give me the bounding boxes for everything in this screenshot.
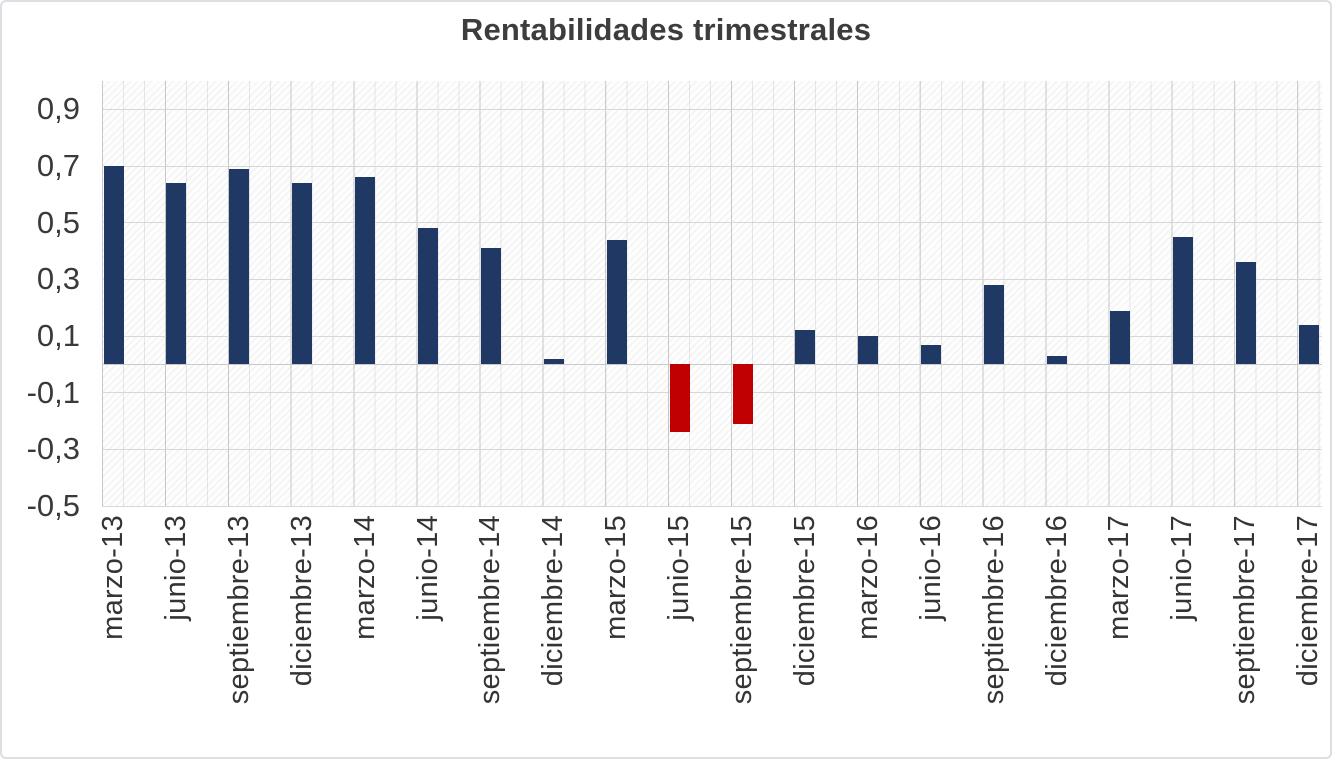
x-tick-cell: diciembre-15 xyxy=(773,515,837,755)
y-axis: 0,9 0,7 0,5 0,3 0,1 -0,1 -0,3 -0,5 xyxy=(2,81,80,523)
x-tick-label: septiembre-15 xyxy=(726,515,758,705)
y-tick-label: -0,1 xyxy=(26,374,80,410)
x-tick-cell: marzo-16 xyxy=(836,515,900,755)
x-tick-label: septiembre-13 xyxy=(222,515,255,705)
bar-junio-16 xyxy=(921,344,942,365)
bar-marzo-15 xyxy=(606,239,627,365)
bar-diciembre-17 xyxy=(1298,324,1319,365)
h-gridline xyxy=(102,392,1322,394)
y-tick-label: -0,3 xyxy=(26,431,80,467)
zero-axis-line xyxy=(102,363,1322,365)
x-tick-label: diciembre-15 xyxy=(788,515,821,687)
y-tick-label: 0,5 xyxy=(36,204,80,240)
x-tick-cell: diciembre-13 xyxy=(270,515,334,755)
bar-marzo-14 xyxy=(355,177,376,365)
x-tick-cell: junio-16 xyxy=(899,515,963,755)
x-tick-cell: marzo-14 xyxy=(333,515,397,755)
x-tick-cell: junio-15 xyxy=(648,515,712,755)
y-tick-label: -0,5 xyxy=(26,488,80,523)
bar-marzo-13 xyxy=(103,166,124,365)
bar-septiembre-17 xyxy=(1235,262,1256,365)
x-tick-label: junio-13 xyxy=(159,515,192,621)
h-gridline xyxy=(102,505,1322,507)
x-tick-label: junio-17 xyxy=(1166,515,1199,621)
x-tick-cell: septiembre-13 xyxy=(207,515,271,755)
bar-marzo-16 xyxy=(858,336,879,365)
bar-junio-17 xyxy=(1172,236,1193,365)
x-tick-cell: marzo-13 xyxy=(82,515,146,755)
bar-diciembre-16 xyxy=(1047,355,1067,365)
y-tick-label: 0,9 xyxy=(36,91,80,127)
h-gridline xyxy=(102,278,1322,280)
plot-area xyxy=(102,81,1322,507)
x-tick-label: diciembre-17 xyxy=(1292,515,1325,687)
chart-title: Rentabilidades trimestrales xyxy=(460,12,872,47)
bar-junio-15 xyxy=(669,364,690,433)
x-tick-cell: diciembre-17 xyxy=(1277,515,1330,755)
x-tick-cell: diciembre-14 xyxy=(522,515,586,755)
bar-septiembre-14 xyxy=(480,248,501,365)
bar-septiembre-13 xyxy=(229,168,250,365)
x-tick-cell: junio-13 xyxy=(144,515,208,755)
x-tick-label: marzo-14 xyxy=(348,515,381,640)
y-tick-label: 0,7 xyxy=(36,148,80,183)
bar-marzo-17 xyxy=(1109,310,1130,365)
bar-junio-14 xyxy=(418,228,438,365)
h-gridline xyxy=(102,108,1322,110)
h-gridline xyxy=(102,335,1322,337)
h-gridline xyxy=(102,222,1322,224)
x-tick-label: marzo-16 xyxy=(851,515,884,640)
x-tick-label: diciembre-13 xyxy=(285,515,318,687)
bar-septiembre-15 xyxy=(732,364,753,424)
y-tick-label: 0,3 xyxy=(36,261,80,297)
y-tick-label: 0,1 xyxy=(36,318,80,353)
x-tick-label: junio-15 xyxy=(663,515,696,621)
h-gridline xyxy=(102,165,1322,167)
x-tick-label: marzo-17 xyxy=(1103,515,1136,640)
x-tick-label: septiembre-16 xyxy=(977,515,1010,705)
x-tick-label: marzo-15 xyxy=(600,515,633,640)
bar-septiembre-16 xyxy=(984,285,1005,365)
x-tick-cell: junio-17 xyxy=(1151,515,1215,755)
bar-diciembre-15 xyxy=(795,330,816,365)
x-tick-cell: marzo-17 xyxy=(1088,515,1152,755)
x-tick-cell: septiembre-15 xyxy=(711,515,775,755)
x-tick-label: junio-16 xyxy=(914,515,947,621)
bar-diciembre-13 xyxy=(292,183,313,365)
x-tick-label: diciembre-14 xyxy=(537,515,570,687)
x-tick-label: septiembre-17 xyxy=(1229,515,1262,705)
x-tick-cell: junio-14 xyxy=(396,515,460,755)
x-tick-cell: septiembre-16 xyxy=(962,515,1026,755)
x-tick-cell: diciembre-16 xyxy=(1025,515,1089,755)
bar-junio-13 xyxy=(166,183,187,365)
bar-diciembre-14 xyxy=(543,358,564,365)
h-gridline xyxy=(102,448,1322,450)
x-tick-cell: septiembre-17 xyxy=(1214,515,1278,755)
x-tick-label: marzo-13 xyxy=(97,515,129,640)
x-tick-label: septiembre-14 xyxy=(474,515,507,705)
x-axis: marzo-13 junio-13 septiembre-13 diciembre-1… xyxy=(97,515,1324,755)
x-tick-cell: septiembre-14 xyxy=(459,515,523,755)
x-tick-label: diciembre-16 xyxy=(1040,515,1073,687)
x-tick-cell: marzo-15 xyxy=(585,515,649,755)
x-tick-label: junio-14 xyxy=(411,515,444,621)
